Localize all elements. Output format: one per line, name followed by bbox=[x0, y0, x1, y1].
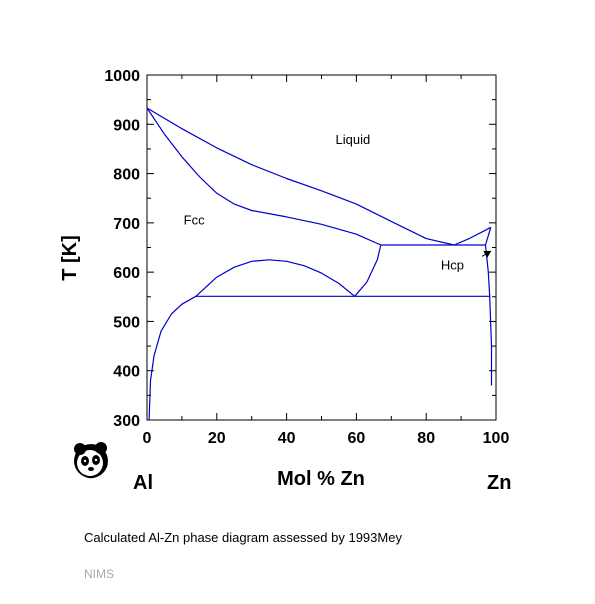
x-tick-label: 60 bbox=[348, 430, 366, 447]
phase-boundary-4 bbox=[354, 244, 382, 297]
region-label-hcp: Hcp bbox=[441, 258, 464, 273]
element-label-zn: Zn bbox=[487, 472, 511, 494]
phase-boundary-1 bbox=[146, 107, 382, 246]
y-tick-label: 1000 bbox=[104, 68, 140, 85]
y-axis-title: T [K] bbox=[59, 235, 81, 281]
y-tick-label: 800 bbox=[113, 167, 140, 184]
phase-boundary-0 bbox=[146, 107, 492, 246]
y-tick-label: 900 bbox=[113, 117, 140, 134]
region-label-fcc: Fcc bbox=[184, 212, 205, 227]
source-label: NIMS bbox=[84, 567, 114, 581]
phase-boundary-5 bbox=[195, 259, 356, 297]
x-tick-label: 40 bbox=[278, 430, 296, 447]
x-tick-label: 100 bbox=[483, 430, 510, 447]
x-axis-title: Mol % Zn bbox=[277, 468, 365, 490]
phase-boundary-7 bbox=[148, 295, 197, 421]
y-tick-label: 400 bbox=[113, 364, 140, 381]
axis-ticks: 0 20 40 60 80 100 300 400 500 600 700 800 900 1000 bbox=[104, 68, 509, 447]
panda-logo bbox=[74, 442, 108, 479]
y-tick-label: 600 bbox=[113, 265, 140, 282]
y-tick-label: 500 bbox=[113, 314, 140, 331]
y-tick-label: 700 bbox=[113, 216, 140, 233]
element-label-al: Al bbox=[133, 472, 153, 494]
plot-frame bbox=[146, 74, 497, 421]
hcp-arrow bbox=[481, 250, 492, 258]
figure-caption: Calculated Al-Zn phase diagram assessed … bbox=[84, 530, 402, 545]
y-tick-label: 300 bbox=[113, 413, 140, 430]
x-tick-label: 80 bbox=[417, 430, 435, 447]
phase-boundaries bbox=[146, 107, 493, 421]
region-label-liquid: Liquid bbox=[336, 132, 371, 147]
phase-boundary-3 bbox=[484, 227, 493, 386]
x-tick-label: 20 bbox=[208, 430, 226, 447]
x-tick-label: 0 bbox=[143, 430, 152, 447]
